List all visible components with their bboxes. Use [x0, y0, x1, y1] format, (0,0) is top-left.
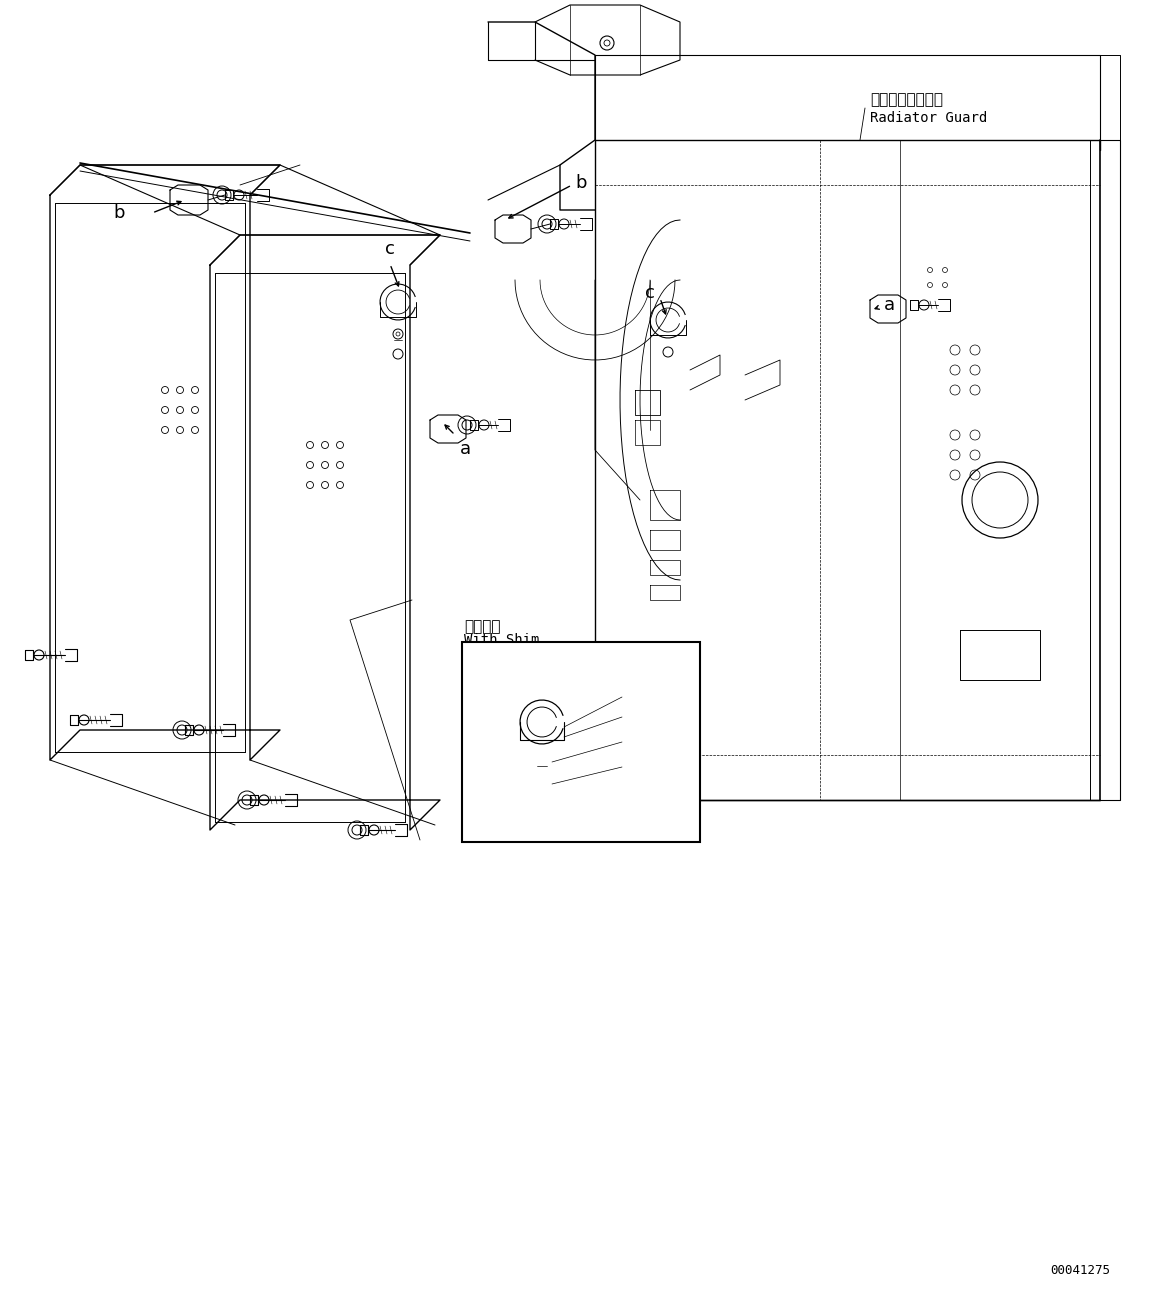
Text: a: a — [884, 297, 896, 313]
Text: b: b — [114, 205, 124, 221]
Text: With Shim: With Shim — [464, 633, 540, 648]
Bar — [462, 642, 700, 842]
Text: a: a — [461, 440, 471, 458]
Text: ラジエータガード: ラジエータガード — [870, 92, 943, 107]
Text: b: b — [575, 174, 586, 192]
Text: シム付き: シム付き — [464, 619, 500, 635]
Text: c: c — [597, 679, 607, 695]
Text: Radiator Guard: Radiator Guard — [870, 111, 987, 126]
Text: 00041275: 00041275 — [1050, 1264, 1110, 1277]
Text: c: c — [385, 240, 395, 258]
Text: c: c — [645, 284, 655, 302]
